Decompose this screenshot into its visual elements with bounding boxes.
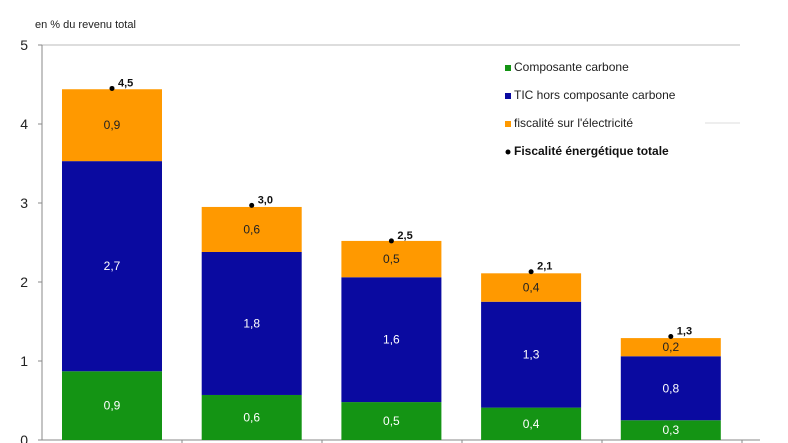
segment-label: 0,9: [104, 118, 121, 132]
legend-label: TIC hors composante carbone: [514, 88, 676, 102]
legend-swatch: [505, 121, 511, 127]
total-label: 4,5: [118, 77, 133, 89]
y-tick-label: 3: [20, 195, 28, 211]
total-marker: [109, 85, 115, 91]
bar-segment: [481, 301, 582, 408]
total-label: 2,5: [397, 230, 412, 242]
segment-label: 0,5: [383, 414, 400, 428]
segment-label: 0,4: [523, 417, 540, 431]
segment-label: 0,5: [383, 252, 400, 266]
total-label: 3,0: [258, 194, 273, 206]
y-tick-label: 5: [20, 37, 28, 53]
bar-segment: [201, 206, 302, 252]
bar-segment: [62, 161, 162, 372]
segment-label: 0,6: [243, 222, 260, 236]
legend-label: fiscalité sur l'électricité: [514, 116, 633, 130]
y-tick-label: 1: [20, 353, 28, 369]
total-marker: [668, 334, 674, 340]
segment-label: 0,9: [104, 399, 121, 413]
segment-label: 0,8: [662, 381, 679, 395]
total-marker: [388, 238, 394, 244]
legend-swatch: [505, 65, 511, 71]
bar-segment: [341, 240, 442, 278]
legend-label: Fiscalité énergétique totale: [514, 144, 669, 158]
segment-label: 0,2: [662, 340, 679, 354]
bar-segment: [481, 273, 582, 302]
y-tick-label: 2: [20, 274, 28, 290]
legend-label: Composante carbone: [514, 60, 629, 74]
total-label: 2,1: [537, 261, 552, 273]
y-tick-label: 0: [20, 432, 28, 443]
total-marker: [528, 269, 534, 275]
bar-segment: [341, 402, 442, 440]
segment-label: 1,6: [383, 333, 400, 347]
segment-label: 0,3: [662, 423, 679, 437]
total-label: 1,3: [677, 326, 692, 338]
total-marker: [249, 202, 255, 208]
bar-segment: [341, 277, 442, 403]
segment-label: 0,4: [523, 281, 540, 295]
bar-segment: [201, 394, 302, 440]
bar-segment: [62, 371, 162, 440]
bar-segment: [201, 251, 302, 395]
bar-segment: [62, 89, 162, 162]
segment-label: 1,8: [243, 316, 260, 330]
segment-label: 1,3: [523, 348, 540, 362]
y-axis-label: en % du revenu total: [35, 19, 136, 31]
bar-segment: [620, 420, 721, 440]
segment-label: 2,7: [104, 259, 121, 273]
bar-segment: [620, 338, 721, 357]
bar-segment: [481, 407, 582, 440]
legend-total-marker: [505, 149, 511, 155]
legend-swatch: [505, 93, 511, 99]
y-tick-label: 4: [20, 116, 28, 132]
segment-label: 0,6: [243, 410, 260, 424]
bar-segment: [620, 356, 721, 421]
